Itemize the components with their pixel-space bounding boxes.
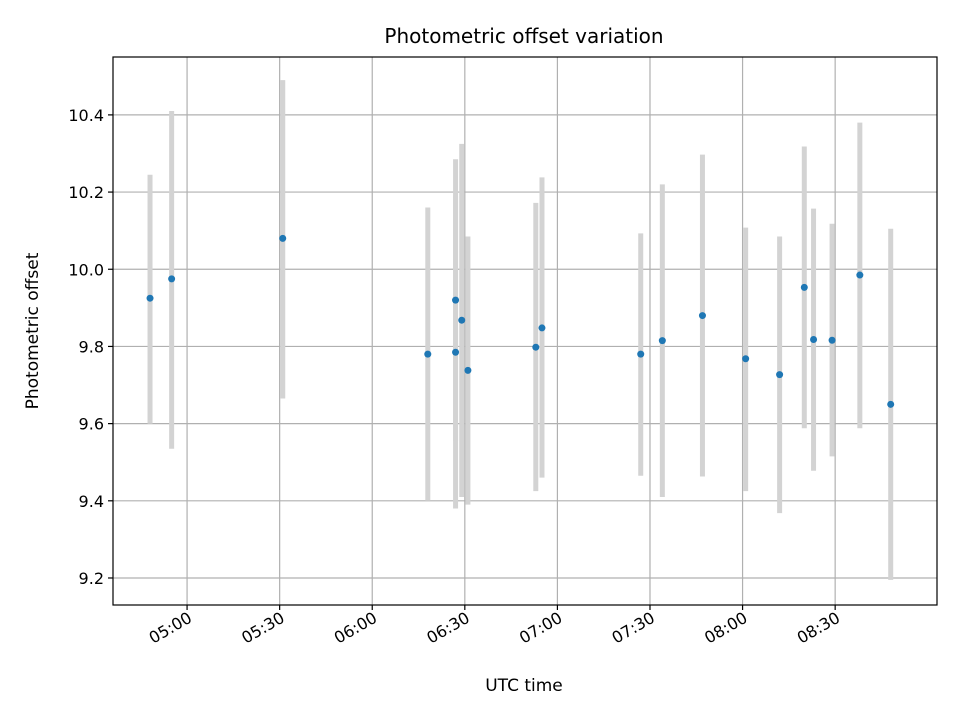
x-tick-label: 05:30 <box>238 608 287 648</box>
x-tick-label: 06:00 <box>331 608 380 648</box>
plot-frame <box>112 56 938 606</box>
x-tick-label: 08:00 <box>701 608 750 648</box>
data-point <box>810 335 818 343</box>
data-point <box>458 316 466 324</box>
y-tick-label: 9.4 <box>79 492 104 511</box>
data-point <box>800 283 808 291</box>
data-point <box>146 294 154 302</box>
y-tick-label: 10.0 <box>68 260 104 279</box>
x-tick-label: 07:00 <box>516 608 565 648</box>
x-tick-label: 08:30 <box>794 608 843 648</box>
x-tick-label: 07:30 <box>609 608 658 648</box>
data-point <box>532 343 540 351</box>
x-axis-ticks: 05:00 05:30 06:00 06:30 07:00 07:30 08:00 08:30 <box>146 605 843 648</box>
data-point <box>424 350 432 358</box>
y-tick-label: 9.6 <box>79 415 104 434</box>
x-tick-label: 05:00 <box>146 608 195 648</box>
x-axis-label: UTC time <box>485 676 563 696</box>
y-tick-label: 9.2 <box>79 569 104 588</box>
data-point <box>452 296 460 304</box>
y-tick-label: 10.4 <box>68 106 104 125</box>
y-axis-label: Photometric offset <box>23 252 43 409</box>
data-point <box>658 337 666 345</box>
data-point <box>856 271 864 279</box>
data-point <box>887 400 895 408</box>
data-point <box>464 366 472 374</box>
y-tick-label: 9.8 <box>79 337 104 356</box>
data-point <box>538 324 546 332</box>
y-tick-label: 10.2 <box>68 183 104 202</box>
data-point <box>828 336 836 344</box>
data-points <box>146 234 895 408</box>
data-point <box>698 312 706 320</box>
x-tick-label: 06:30 <box>423 608 472 648</box>
data-point <box>637 350 645 358</box>
y-axis-ticks: 9.2 9.4 9.6 9.8 10.0 10.2 10.4 <box>68 106 113 588</box>
data-point <box>168 275 176 283</box>
data-point <box>776 371 784 379</box>
data-point <box>742 355 750 363</box>
data-point <box>279 234 287 242</box>
grid <box>113 57 937 605</box>
chart-title: Photometric offset variation <box>384 24 663 48</box>
data-point <box>452 348 460 356</box>
error-bars <box>147 80 894 580</box>
